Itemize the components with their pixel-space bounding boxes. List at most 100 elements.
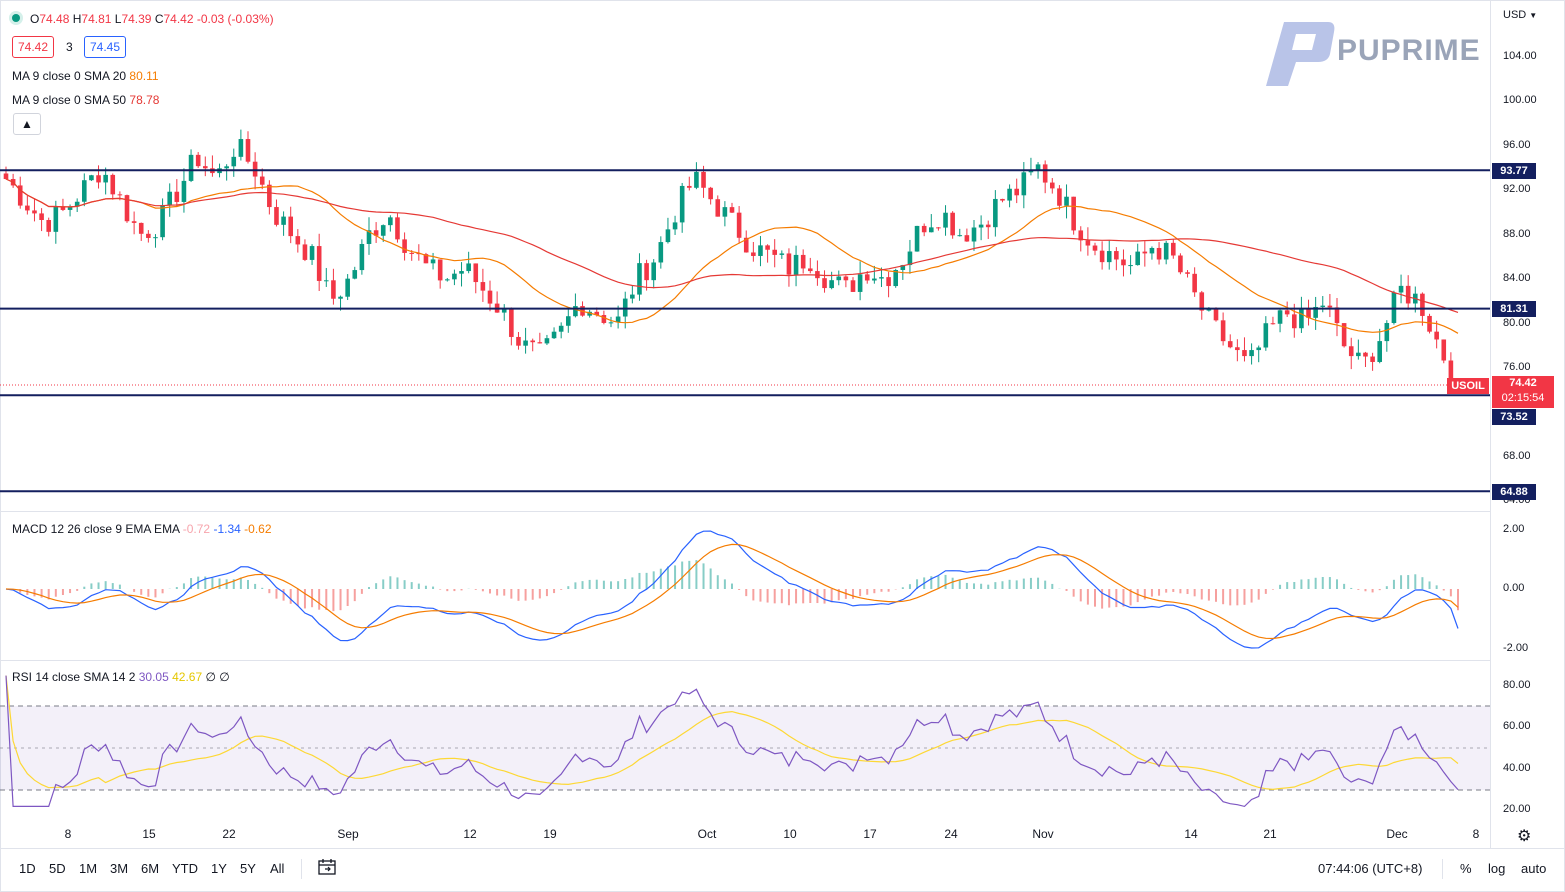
candle-body	[807, 268, 813, 272]
candle-body	[1000, 198, 1005, 201]
sell-price-box[interactable]: 74.42	[12, 36, 55, 58]
candle-body	[1341, 323, 1347, 347]
auto-scale-toggle[interactable]: auto	[1521, 861, 1547, 876]
candle-body	[1220, 320, 1226, 342]
candle-body	[352, 270, 358, 279]
candle-body	[81, 180, 87, 202]
price-tick: 100.00	[1503, 94, 1537, 106]
candle-body	[544, 338, 550, 344]
buy-price-box[interactable]: 74.45	[84, 36, 127, 58]
candle-body	[131, 221, 137, 223]
macd-hist-value: -0.72	[182, 522, 211, 536]
candle-body	[708, 187, 713, 200]
ma50-legend[interactable]: MA 9 close 0 SMA 50 78.78	[12, 93, 159, 107]
candle-body	[423, 254, 429, 264]
candle-body	[146, 233, 151, 238]
candle-body	[1156, 247, 1162, 260]
calendar-range-icon[interactable]	[318, 859, 336, 875]
candle-body	[480, 282, 486, 291]
price-chart[interactable]	[0, 0, 1565, 848]
candle-body	[380, 225, 386, 236]
timeframe-ytd-button[interactable]: YTD	[172, 861, 198, 876]
timeframe-1m-button[interactable]: 1M	[79, 861, 98, 876]
ma20-legend[interactable]: MA 9 close 0 SMA 20 80.11	[12, 69, 159, 83]
candle-body	[1192, 273, 1197, 293]
candle-body	[487, 290, 493, 304]
rsi-tick: 80.00	[1503, 679, 1531, 691]
time-tick: Dec	[1386, 827, 1408, 841]
candle-body	[188, 154, 194, 181]
ma50-value: 78.78	[129, 93, 160, 107]
pane-separator[interactable]	[0, 511, 1490, 512]
log-scale-toggle[interactable]: log	[1488, 861, 1506, 876]
candle-body	[25, 205, 30, 211]
spread-value: 3	[66, 40, 73, 54]
candle-body	[195, 154, 201, 167]
macd-signal-value: -0.62	[244, 522, 272, 536]
candle-body	[288, 216, 294, 237]
timeframe-1d-button[interactable]: 1D	[19, 861, 36, 876]
candle-body	[274, 207, 279, 225]
timeframe-6m-button[interactable]: 6M	[141, 861, 160, 876]
rsi-extra-value: ∅	[205, 670, 216, 684]
macd-tick: 2.00	[1503, 523, 1525, 535]
candle-body	[1213, 309, 1219, 321]
collapse-legend-button[interactable]: ▲	[13, 113, 41, 135]
change-value: -0.03 (-0.03%)	[196, 12, 274, 26]
currency-selector[interactable]: USD ▼	[1503, 9, 1537, 21]
rsi-line	[5, 675, 1459, 808]
candle-body	[252, 161, 258, 177]
gear-icon[interactable]: ⚙	[1517, 828, 1532, 845]
macd-value: -1.34	[213, 522, 241, 536]
time-tick: 19	[543, 827, 557, 841]
candle-body	[373, 230, 379, 236]
chevron-up-icon: ▲	[21, 117, 33, 131]
candle-body	[1057, 188, 1062, 206]
symbol-tag: USOIL	[1447, 378, 1489, 394]
candle-body	[622, 298, 628, 317]
candle-body	[1256, 347, 1262, 351]
percent-scale-toggle[interactable]: %	[1460, 861, 1472, 876]
candle-body	[843, 276, 849, 281]
candle-body	[96, 175, 101, 183]
candle-body	[1313, 306, 1318, 318]
candle-body	[46, 220, 52, 232]
candle-body	[587, 311, 592, 316]
candle-body	[1356, 352, 1361, 357]
candle-body	[1299, 308, 1304, 329]
rsi-tick: 60.00	[1503, 720, 1531, 732]
candle-body	[74, 201, 80, 207]
rsi-sma-value: 42.67	[172, 670, 203, 684]
macd-legend[interactable]: MACD 12 26 close 9 EMA EMA -0.72 -1.34 -…	[12, 522, 272, 536]
candle-body	[786, 253, 792, 275]
time-tick: 8	[64, 827, 72, 841]
candle-body	[295, 236, 301, 245]
candle-body	[1149, 247, 1155, 254]
candle-body	[509, 308, 514, 337]
time-tick: 14	[1184, 827, 1198, 841]
pane-separator[interactable]	[0, 660, 1490, 661]
puprime-logo	[1266, 22, 1335, 86]
candle-body	[615, 316, 621, 323]
candle-body	[153, 237, 158, 239]
candle-body	[1270, 323, 1276, 325]
timeframe-1y-button[interactable]: 1Y	[211, 861, 227, 876]
candle-body	[1263, 323, 1269, 348]
clock-display[interactable]: 07:44:06 (UTC+8)	[1318, 861, 1423, 876]
ma-lines-group	[5, 178, 1459, 334]
candle-body	[452, 273, 457, 280]
candle-body	[1078, 230, 1084, 241]
candle-body	[316, 246, 322, 281]
timeframe-5d-button[interactable]: 5D	[49, 861, 66, 876]
timeframe-3m-button[interactable]: 3M	[110, 861, 129, 876]
candle-body	[637, 263, 642, 295]
candle-body	[1092, 245, 1098, 251]
timeframe-5y-button[interactable]: 5Y	[240, 861, 256, 876]
timeframe-all-button[interactable]: All	[270, 861, 285, 876]
candle-body	[943, 212, 948, 228]
candle-body	[17, 185, 23, 206]
candle-body	[309, 246, 315, 260]
rsi-legend[interactable]: RSI 14 close SMA 14 2 30.05 42.67 ∅ ∅	[12, 670, 230, 684]
candle-body	[829, 280, 834, 289]
time-tick: 8	[1472, 827, 1480, 841]
